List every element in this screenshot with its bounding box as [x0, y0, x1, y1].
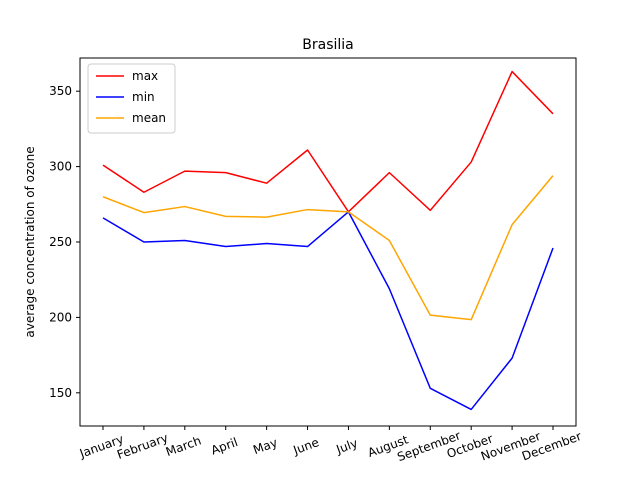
legend: max min mean: [87, 63, 176, 134]
series-layer: [102, 70, 554, 411]
y-tick-label: 250: [49, 235, 72, 249]
y-tick-label: 300: [49, 160, 72, 174]
legend-label: mean: [132, 111, 166, 125]
legend-box: [87, 63, 176, 134]
series-line-mean: [102, 175, 554, 321]
y-tick-label: 150: [49, 386, 72, 400]
legend-label: max: [132, 69, 158, 83]
y-tick-label: 200: [49, 310, 72, 324]
legend-label: min: [132, 90, 155, 104]
series-line-min: [102, 211, 554, 411]
y-axis-label: average concentration of ozone: [23, 146, 37, 337]
chart-title: Brasilia: [302, 37, 353, 53]
y-tick-label: 350: [49, 84, 72, 98]
y-tick-layer: 150 200 250 300 350: [49, 84, 80, 400]
plot-frame: [79, 57, 577, 427]
series-line-max: [102, 70, 554, 213]
